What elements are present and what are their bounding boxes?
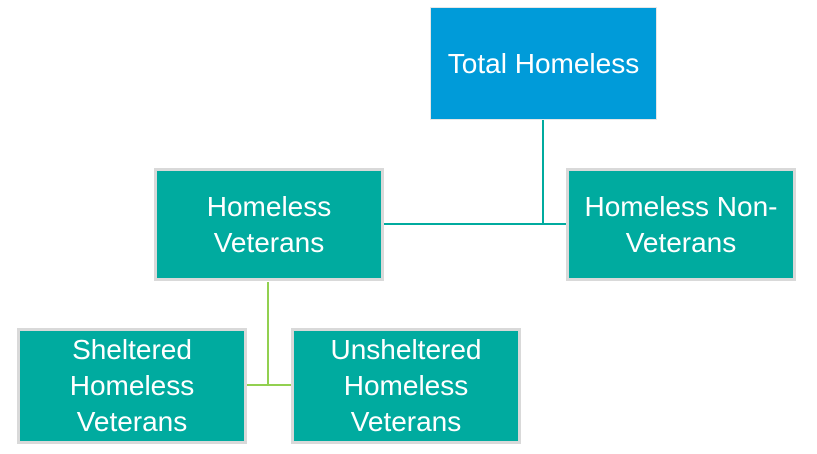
node-sheltered-homeless-veterans: Sheltered Homeless Veterans xyxy=(17,328,247,444)
node-homeless-non-veterans-label: Homeless Non-Veterans xyxy=(584,190,778,258)
node-homeless-veterans-label: Homeless Veterans xyxy=(206,190,332,258)
node-sheltered-homeless-veterans-label: Sheltered Homeless Veterans xyxy=(69,334,195,437)
node-homeless-non-veterans: Homeless Non-Veterans xyxy=(566,168,796,281)
node-homeless-veterans: Homeless Veterans xyxy=(154,168,384,281)
node-total-homeless-label: Total Homeless xyxy=(447,47,640,79)
node-unsheltered-homeless-veterans-label: Unsheltered Homeless Veterans xyxy=(330,334,482,437)
node-total-homeless: Total Homeless xyxy=(430,7,657,120)
node-unsheltered-homeless-veterans: Unsheltered Homeless Veterans xyxy=(291,328,521,444)
